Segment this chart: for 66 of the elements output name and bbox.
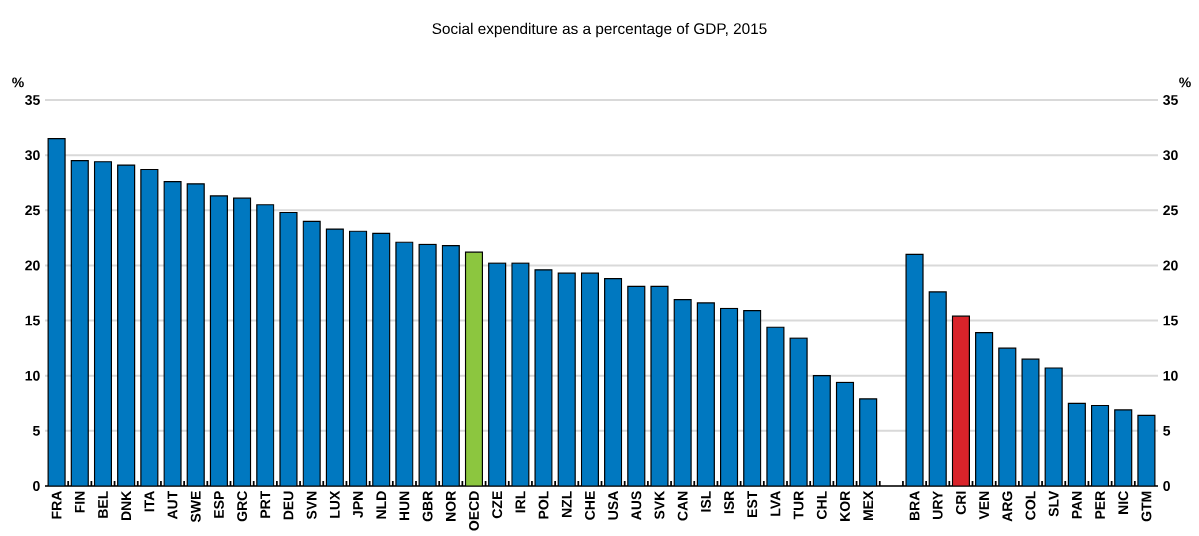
x-tick-label: HUN: [399, 491, 410, 521]
x-tick-label: MEX: [863, 490, 873, 521]
x-tick-label: GBR: [422, 491, 433, 522]
x-tick-label: EST: [747, 490, 758, 517]
y2-tick-label: 0: [1163, 481, 1170, 491]
x-tick-label: ISL: [700, 491, 711, 512]
x-tick-label: BEL: [98, 491, 108, 518]
x-tick-label: ESP: [213, 491, 224, 518]
y2-tick-label: 10: [1163, 370, 1178, 381]
x-tick-label: CRI: [955, 491, 966, 515]
y-tick-label: 5: [32, 425, 40, 436]
x-tick-label: CHE: [584, 491, 595, 520]
x-tick-label: NLD: [376, 491, 387, 519]
x-tick-label: OECD: [469, 491, 479, 531]
x-tick-label: CHL: [816, 491, 827, 519]
x-tick-label: PRT: [260, 490, 271, 518]
y2-tick-label: 20: [1163, 260, 1178, 271]
y-tick-label: 0: [33, 481, 40, 491]
x-tick-label: VEN: [979, 491, 989, 520]
x-tick-label: FRA: [51, 491, 62, 519]
x-tick-label: ITA: [144, 491, 155, 512]
x-tick-label: LVA: [770, 491, 781, 516]
chart-title: Social expenditure as a percentage of GDP, 2015: [432, 22, 767, 38]
x-tick-label: NOR: [445, 491, 456, 521]
y2-tick-label: 30: [1163, 150, 1178, 161]
x-tick-label: GRC: [237, 491, 248, 522]
y-tick-label: 10: [25, 370, 40, 381]
x-tick-label: AUT: [167, 490, 178, 520]
x-tick-label: LUX: [329, 490, 340, 518]
y-tick-label: 25: [25, 205, 40, 216]
x-tick-label: DEU: [283, 491, 294, 520]
x-tick-label: TUR: [793, 491, 804, 520]
y-tick-label: 35: [25, 95, 40, 105]
x-tick-label: USA: [608, 491, 619, 520]
x-tick-label: FIN: [74, 491, 85, 513]
y2-tick-label: 25: [1163, 205, 1178, 216]
y2-axis-title: %: [1179, 77, 1191, 88]
y2-tick-label: 15: [1163, 315, 1178, 326]
x-tick-label: CZE: [492, 491, 503, 519]
x-tick-label: SLV: [1048, 490, 1059, 517]
x-tick-label: PER: [1095, 491, 1105, 519]
x-tick-label: SVK: [654, 490, 665, 520]
y-tick-label: 20: [25, 260, 40, 271]
x-tick-label: ARG: [1002, 491, 1013, 522]
x-tick-label: POL: [538, 491, 549, 519]
y-tick-label: 30: [25, 150, 40, 161]
x-tick-label: IRL: [515, 491, 526, 513]
x-tick-label: URY: [932, 490, 943, 519]
y-tick-label: 15: [25, 315, 40, 326]
x-tick-label: PAN: [1072, 491, 1082, 519]
x-tick-label: NIC: [1118, 491, 1129, 514]
x-tick-label: COL: [1025, 491, 1036, 520]
y2-tick-label: 5: [1163, 425, 1171, 436]
y-axis-title: %: [12, 77, 24, 88]
x-tick-label: KOR: [840, 491, 850, 521]
x-tick-label: ISR: [724, 491, 734, 514]
x-tick-label: NZL: [561, 491, 572, 517]
x-tick-label: DNK: [121, 490, 131, 521]
y2-tick-label: 35: [1163, 95, 1178, 105]
x-tick-label: GTM: [1141, 491, 1152, 522]
x-tick-label: CAN: [677, 491, 688, 521]
x-tick-label: BRA: [909, 491, 920, 521]
x-tick-label: JPN: [353, 491, 363, 518]
x-tick-label: SWE: [190, 491, 201, 523]
x-tick-label: AUS: [631, 491, 642, 520]
x-tick-label: SVN: [306, 491, 317, 520]
